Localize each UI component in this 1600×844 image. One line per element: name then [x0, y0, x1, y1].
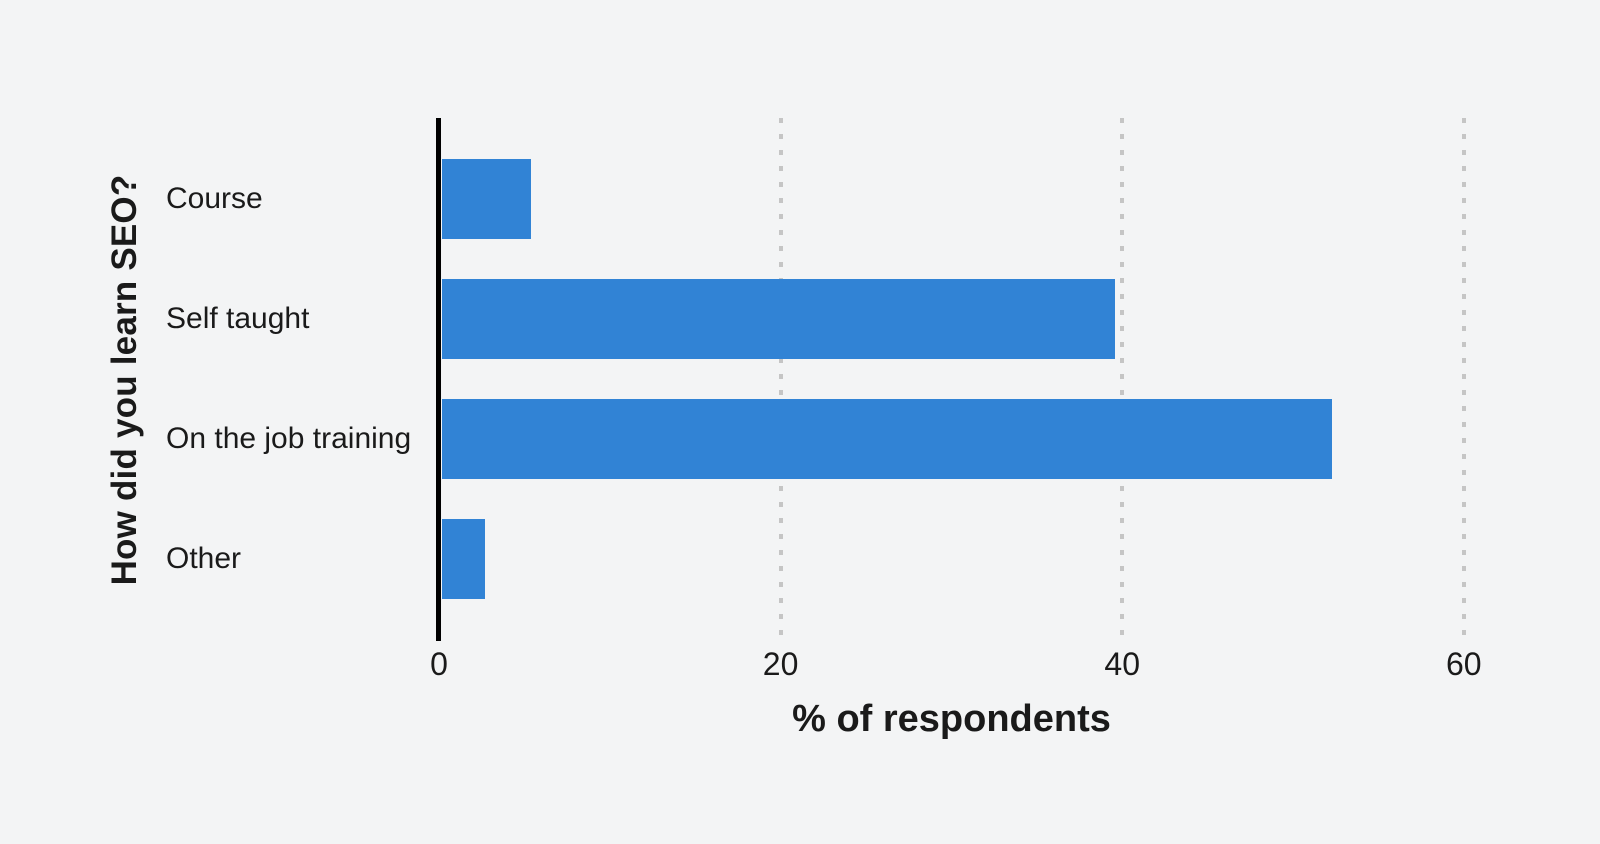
bar-on-the-job-training [442, 399, 1333, 479]
x-tick-label-20: 20 [762, 646, 799, 682]
category-label-on-the-job-training: On the job training [166, 422, 412, 455]
category-label-other: Other [166, 542, 242, 575]
bar-other [442, 519, 486, 599]
gridline-20 [778, 118, 783, 636]
bar-course [442, 159, 532, 239]
y-axis-line [436, 118, 441, 641]
bar-self-taught [442, 279, 1116, 359]
category-label-self-taught: Self taught [166, 302, 310, 335]
gridline-40 [1120, 118, 1125, 636]
x-tick-label-60: 60 [1446, 646, 1482, 682]
x-axis-title: % of respondents [792, 698, 1111, 740]
gridline-60 [1461, 118, 1466, 636]
x-tick-label-40: 40 [1104, 646, 1140, 682]
y-axis-title: How did you learn SEO? [105, 174, 144, 586]
category-label-course: Course [166, 182, 263, 215]
x-tick-label-0: 0 [430, 646, 448, 682]
